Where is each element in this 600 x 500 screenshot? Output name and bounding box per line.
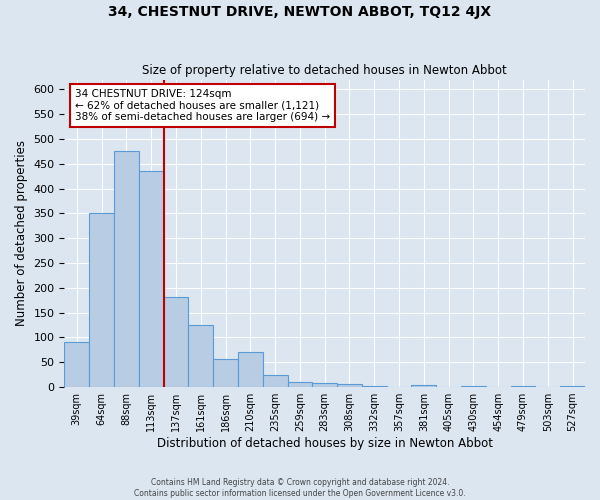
Text: 34, CHESTNUT DRIVE, NEWTON ABBOT, TQ12 4JX: 34, CHESTNUT DRIVE, NEWTON ABBOT, TQ12 4… <box>109 5 491 19</box>
Bar <box>560 386 585 387</box>
X-axis label: Distribution of detached houses by size in Newton Abbot: Distribution of detached houses by size … <box>157 437 493 450</box>
Text: 34 CHESTNUT DRIVE: 124sqm
← 62% of detached houses are smaller (1,121)
38% of se: 34 CHESTNUT DRIVE: 124sqm ← 62% of detac… <box>75 89 330 122</box>
Bar <box>263 374 287 387</box>
Bar <box>114 152 139 387</box>
Bar <box>89 214 114 387</box>
Bar <box>461 386 486 387</box>
Bar <box>511 386 535 387</box>
Bar <box>337 384 362 387</box>
Title: Size of property relative to detached houses in Newton Abbot: Size of property relative to detached ho… <box>142 64 507 77</box>
Bar <box>64 342 89 387</box>
Bar <box>139 172 164 387</box>
Bar <box>287 382 313 387</box>
Bar <box>362 386 386 387</box>
Y-axis label: Number of detached properties: Number of detached properties <box>15 140 28 326</box>
Bar <box>164 297 188 387</box>
Text: Contains HM Land Registry data © Crown copyright and database right 2024.
Contai: Contains HM Land Registry data © Crown c… <box>134 478 466 498</box>
Bar <box>313 383 337 387</box>
Bar <box>188 325 213 387</box>
Bar <box>412 385 436 387</box>
Bar <box>238 352 263 387</box>
Bar <box>213 359 238 387</box>
